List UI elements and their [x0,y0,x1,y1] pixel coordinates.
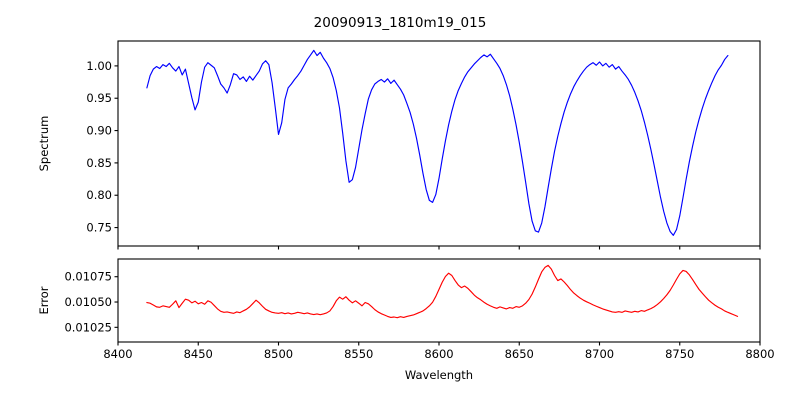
axes-frame [117,40,761,247]
y-tick-label: 0.75 [86,221,112,235]
x-tick-label: 8750 [665,347,694,361]
y-tick-label: 0.01050 [64,295,112,309]
x-tick-label: 8650 [505,347,534,361]
x-axis-label: Wavelength [405,368,473,382]
x-tick-label: 8800 [745,347,774,361]
error-line [146,264,739,319]
axes-frame [117,258,761,343]
y-tick-label: 0.80 [86,188,112,202]
x-tick-label: 8600 [424,347,453,361]
y-tick-label: 0.01025 [64,320,112,334]
x-tick-label: 8500 [264,347,293,361]
spectrum-panel: 0.75 0.80 0.85 0.90 0.95 1.00 Spectrum [37,40,761,250]
x-tick-label: 8550 [344,347,373,361]
y-axis-label: Spectrum [37,116,51,172]
x-tick-label: 8700 [585,347,614,361]
y-tick-label: 0.90 [86,124,112,138]
x-tick-label: 8400 [103,347,132,361]
y-tick-label: 0.01075 [64,270,112,284]
y-tick-label: 1.00 [86,59,112,73]
error-panel: 8400 8450 8500 8550 8600 8650 8700 8750 8800 0.01… [37,258,775,382]
y-axis-label: Error [37,286,51,314]
y-tick-label: 0.95 [86,91,112,105]
figure-title: 20090913_1810m19_015 [314,15,487,31]
spectrum-line [146,49,729,236]
y-tick-label: 0.85 [86,156,112,170]
x-tick-label: 8450 [184,347,213,361]
